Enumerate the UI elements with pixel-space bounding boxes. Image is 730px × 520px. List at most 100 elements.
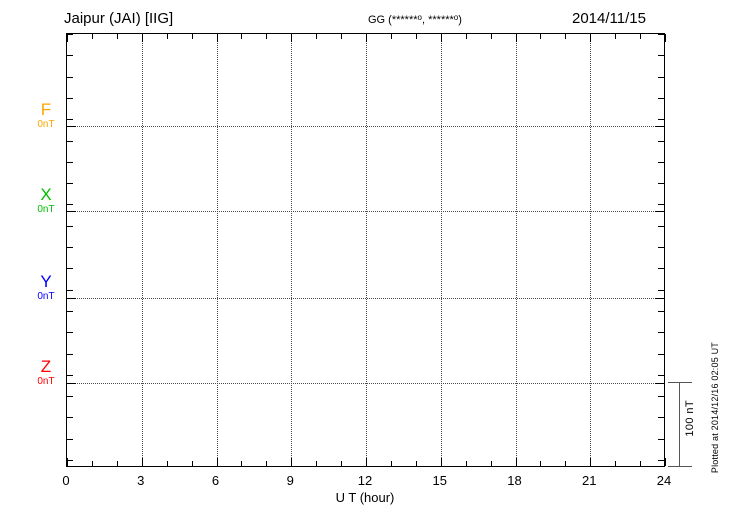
- y-axis-tick-minor: [67, 98, 73, 99]
- x-axis-tick: [216, 34, 218, 42]
- x-axis-tick: [615, 34, 617, 39]
- x-gridline: [440, 34, 442, 466]
- x-axis-tick: [665, 34, 666, 42]
- x-axis-tick-label: 0: [62, 473, 70, 488]
- x-axis-tick: [116, 461, 118, 466]
- x-axis-tick: [141, 34, 143, 42]
- x-axis-tick: [266, 461, 268, 466]
- y-axis-tick-minor: [658, 247, 664, 248]
- x-axis-tick-label: 12: [357, 473, 373, 488]
- observation-date: 2014/11/15: [572, 10, 646, 27]
- scale-bar-cap-bottom: [668, 466, 692, 467]
- x-axis-tick: [241, 34, 243, 39]
- y-axis-tick-minor: [67, 247, 73, 248]
- x-axis-tick: [366, 458, 367, 466]
- y-axis-tick-minor: [67, 162, 73, 163]
- x-axis-tick-label: 9: [286, 473, 294, 488]
- x-axis-tick-label: 15: [432, 473, 447, 488]
- x-axis-tick: [191, 34, 193, 39]
- y-axis-tick-minor: [658, 439, 664, 440]
- baseline-gridline-x: [67, 211, 664, 212]
- y-axis-tick-minor: [67, 332, 73, 333]
- x-axis-tick: [465, 34, 467, 39]
- component-baseline-y: 0nT: [37, 291, 55, 302]
- y-axis-tick-minor: [67, 226, 73, 227]
- y-axis-tick-minor: [67, 55, 73, 56]
- x-axis-tick: [415, 34, 417, 39]
- x-axis-tick: [590, 34, 592, 42]
- y-axis-tick-minor: [67, 141, 73, 142]
- x-axis-tick: [366, 34, 367, 42]
- y-axis-tick-minor: [67, 311, 73, 312]
- y-axis-tick-minor: [67, 77, 73, 78]
- x-axis-tick: [390, 34, 392, 39]
- component-baseline-z: 0nT: [37, 376, 55, 387]
- x-axis-tick: [166, 34, 168, 39]
- component-letter-f: F: [40, 100, 52, 119]
- y-axis-tick-minor: [67, 417, 73, 418]
- y-axis-tick-minor: [658, 332, 664, 333]
- x-axis-tick: [67, 458, 68, 466]
- component-baseline-x: 0nT: [37, 204, 55, 215]
- x-axis-tick: [490, 461, 492, 466]
- x-axis-tick-label: 18: [507, 473, 522, 488]
- x-axis-tick: [341, 34, 343, 39]
- x-axis-tick: [615, 461, 617, 466]
- y-axis-tick-minor: [658, 77, 664, 78]
- x-axis-tick: [665, 458, 666, 466]
- x-gridline: [590, 34, 592, 466]
- x-axis-tick: [91, 461, 93, 466]
- y-axis-tick-minor: [658, 460, 664, 461]
- plot-area: [66, 33, 666, 467]
- x-axis-tick: [565, 34, 567, 39]
- x-axis-tick: [91, 34, 93, 39]
- y-axis-tick-minor: [658, 119, 664, 120]
- y-axis-tick-minor: [658, 162, 664, 163]
- y-axis-tick-minor: [658, 311, 664, 312]
- y-axis-tick-minor: [658, 354, 664, 355]
- x-axis-title: U T (hour): [335, 490, 395, 505]
- station-title: Jaipur (JAI) [IIG]: [64, 10, 174, 27]
- gg-latitude-degree-symbol: o: [417, 13, 422, 22]
- y-axis-tick-major: [655, 383, 664, 384]
- baseline-gridline-y: [67, 298, 664, 299]
- baseline-gridline-f: [67, 126, 664, 127]
- scale-bar-cap-top: [668, 382, 692, 383]
- y-axis-tick-minor: [658, 375, 664, 376]
- x-axis-tick: [316, 34, 318, 39]
- plotted-timestamp: Plotted at 2014/12/16 02:05 UT: [710, 342, 720, 474]
- x-axis-tick: [191, 461, 193, 466]
- y-axis-tick-major: [655, 211, 664, 212]
- y-axis-tick-major: [655, 126, 664, 127]
- x-gridline: [141, 34, 143, 466]
- x-axis-tick: [166, 461, 168, 466]
- gg-longitude-degree-symbol: o: [453, 13, 459, 22]
- x-axis-tick: [266, 34, 268, 39]
- x-axis-tick: [640, 34, 642, 39]
- y-axis-tick-minor: [67, 34, 73, 35]
- x-gridline: [515, 34, 517, 466]
- y-axis-tick-minor: [67, 354, 73, 355]
- component-label-y: Y 0nT: [26, 273, 66, 303]
- x-axis-tick: [540, 461, 542, 466]
- y-axis-tick-major: [67, 298, 76, 299]
- x-axis-tick: [440, 458, 442, 466]
- x-axis-tick: [590, 458, 592, 466]
- y-axis-tick-minor: [67, 268, 73, 269]
- y-axis-tick-minor: [67, 439, 73, 440]
- x-axis-tick: [316, 461, 318, 466]
- gg-prefix: GG (: [368, 14, 392, 26]
- scale-bar: [679, 382, 680, 466]
- x-axis-tick: [341, 461, 343, 466]
- x-gridline: [366, 34, 367, 466]
- component-letter-y: Y: [40, 272, 52, 291]
- component-label-z: Z 0nT: [26, 358, 66, 388]
- y-axis-tick-minor: [658, 55, 664, 56]
- x-axis-tick: [216, 458, 218, 466]
- x-axis-tick: [540, 34, 542, 39]
- x-axis-tick: [565, 461, 567, 466]
- x-axis-tick: [415, 461, 417, 466]
- x-axis-tick: [291, 458, 293, 466]
- x-axis-tick: [640, 461, 642, 466]
